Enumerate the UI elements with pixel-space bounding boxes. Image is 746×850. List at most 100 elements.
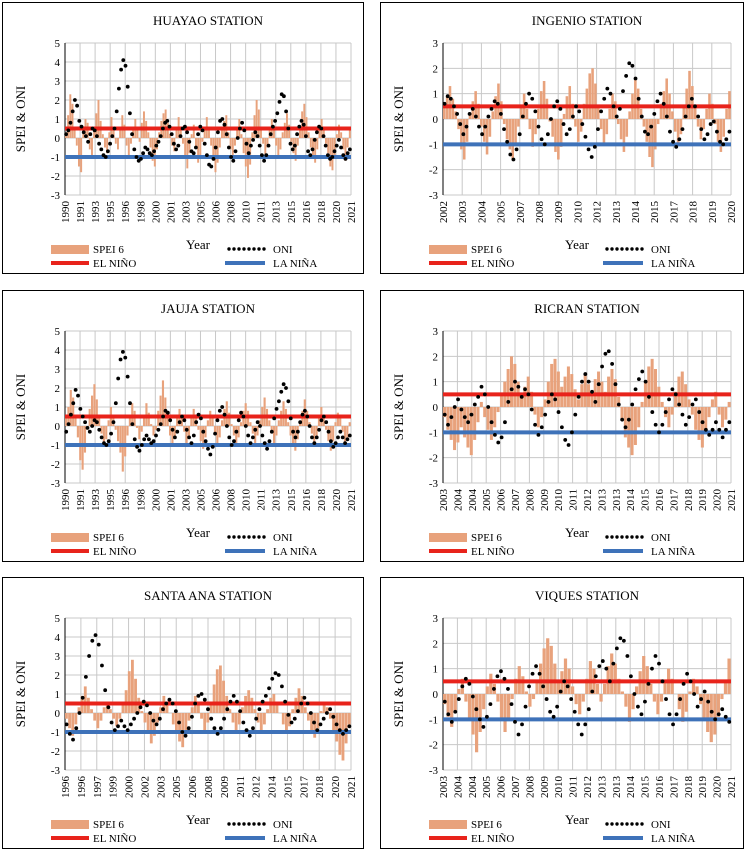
spei-bar (112, 414, 115, 426)
oni-point (74, 726, 79, 731)
spei-bar (227, 132, 230, 138)
spei-bar (657, 386, 661, 407)
spei-bar (523, 386, 527, 407)
oni-point (202, 697, 207, 702)
legend-label-oni: ONI (273, 532, 293, 544)
spei-bar (652, 694, 656, 702)
legend-swatch-oni (257, 247, 261, 251)
oni-point (614, 646, 619, 651)
x-tick-label: 1996 (120, 201, 132, 224)
oni-point (253, 427, 258, 432)
x-tick-label: 2003 (180, 489, 192, 512)
spei-bar (528, 119, 532, 130)
oni-point (477, 717, 482, 722)
spei-bar (74, 416, 77, 426)
spei-bar (258, 420, 261, 426)
x-tick-label: 1993 (90, 489, 102, 512)
spei-bar (327, 138, 330, 154)
oni-point (216, 130, 220, 135)
oni-point (211, 157, 216, 161)
oni-point (273, 671, 278, 675)
oni-point (264, 153, 269, 158)
y-tick-label: 3 (55, 76, 61, 88)
oni-point (265, 446, 269, 451)
oni-point (673, 392, 678, 397)
spei-bar (525, 108, 529, 119)
spei-bar (653, 369, 657, 407)
x-tick-label: 1990 (60, 489, 72, 512)
oni-point (460, 684, 465, 689)
oni-point (158, 134, 163, 139)
spei-bar (241, 707, 244, 713)
oni-point (599, 109, 603, 114)
oni-point (242, 128, 247, 133)
oni-point (520, 114, 525, 119)
spei-bar (131, 659, 134, 713)
spei-bar (275, 426, 278, 436)
spei-bar (322, 414, 325, 426)
oni-point (292, 716, 297, 721)
oni-point (77, 711, 82, 715)
spei-bar (486, 407, 490, 430)
spei-bar (682, 106, 686, 119)
oni-point (336, 435, 340, 440)
spei-bar (112, 713, 115, 719)
oni-point (548, 709, 553, 714)
x-tick-label: 2013 (611, 489, 623, 512)
oni-point (633, 76, 638, 81)
oni-point (260, 433, 265, 438)
oni-point (526, 392, 531, 397)
oni-point (340, 435, 345, 440)
oni-point (203, 439, 208, 444)
spei-bar (483, 407, 487, 418)
spei-bar (620, 407, 624, 420)
legend-swatch-oni (237, 535, 241, 539)
spei-bar (542, 648, 546, 694)
oni-point (293, 435, 298, 440)
oni-point (652, 112, 657, 116)
spei-bar (684, 694, 688, 712)
oni-point (551, 714, 556, 719)
oni-point (301, 122, 306, 127)
spei-bar (105, 426, 108, 440)
oni-point (600, 659, 605, 663)
x-tick-label: 2018 (683, 776, 695, 799)
spei-bar (208, 128, 210, 138)
oni-point (674, 712, 679, 717)
oni-point (128, 401, 132, 406)
oni-point (470, 694, 475, 699)
spei-bar (591, 68, 594, 119)
oni-point (277, 100, 282, 104)
spei-bar (161, 380, 165, 426)
spei-bar (156, 713, 159, 723)
spei-bar (186, 138, 189, 169)
oni-point (251, 138, 256, 142)
oni-point (583, 722, 588, 727)
x-tick-label: 2005 (496, 201, 508, 224)
x-tick-label: 2019 (707, 201, 719, 224)
spei-bar (275, 138, 278, 146)
oni-point (597, 664, 602, 669)
oni-point (324, 420, 329, 425)
x-tick-label: 2008 (534, 201, 546, 224)
oni-point (253, 130, 258, 135)
oni-point (534, 664, 538, 669)
oni-point (87, 429, 92, 434)
spei-bar (480, 119, 483, 127)
y-tick-label: 3 (433, 613, 439, 625)
oni-point (187, 139, 192, 144)
spei-bar (108, 132, 111, 138)
x-tick-label: 1995 (105, 489, 117, 512)
oni-point (274, 407, 279, 411)
spei-bar (462, 119, 466, 160)
spei-bar (554, 119, 557, 152)
oni-point (239, 410, 243, 415)
oni-point (442, 101, 447, 106)
spei-bar (339, 418, 342, 426)
spei-bar (608, 108, 611, 119)
x-tick-label: 2017 (298, 776, 310, 799)
spei-bar (464, 694, 468, 702)
oni-point (257, 707, 262, 712)
spei-bar (290, 138, 293, 142)
